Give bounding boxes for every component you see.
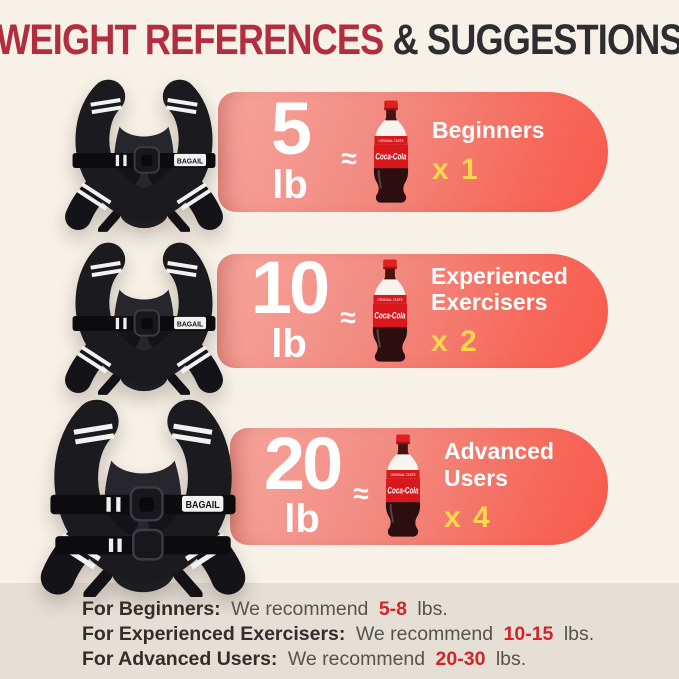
approx-equal-symbol: ≈: [353, 477, 369, 509]
weight-unit: lb: [271, 321, 307, 366]
title-suggestions: & SUGGESTIONS: [392, 16, 679, 64]
audience-line1: Advanced: [444, 438, 554, 465]
audience-label: Advanced Users: [444, 438, 554, 491]
weight-number-block: 10 lb: [245, 246, 333, 366]
weight-row-experienced: 10 lb ≈ Experienced Exercisers x 2: [217, 246, 608, 368]
recommendation-beginners: For Beginners: We recommend 5-8 lbs.: [82, 597, 594, 622]
weight-number-block: 20 lb: [258, 421, 346, 542]
row-info: Experienced Exercisers x 2: [431, 263, 568, 360]
weighted-vest-image-5lb: [50, 70, 238, 234]
audience-label: Beginners: [432, 117, 544, 143]
audience-label: Experienced Exercisers: [431, 263, 568, 316]
weight-unit: lb: [272, 162, 308, 207]
bottom-band: [0, 583, 679, 679]
weight-value: 20: [263, 421, 343, 505]
recommendation-advanced: For Advanced Users: We recommend 20-30 l…: [82, 647, 594, 672]
bottle-multiplier: x 2: [431, 325, 479, 359]
weight-row-beginners: 5 lb ≈ Beginners x 1: [218, 92, 608, 212]
rec-weight-range: 5-8: [378, 598, 407, 620]
rec-bold-label: For Beginners:: [82, 598, 221, 620]
audience-line2: Exercisers: [431, 289, 548, 315]
weight-value: 10: [250, 246, 330, 330]
rec-text: We recommend: [231, 598, 369, 620]
page-title: WEIGHT REFERENCES & SUGGESTIONS: [0, 16, 679, 65]
weight-number-block: 5 lb: [246, 87, 334, 207]
recommendations: For Beginners: We recommend 5-8 lbs. For…: [82, 597, 594, 672]
audience-line2: Users: [444, 464, 508, 491]
row-info: Advanced Users x 4: [444, 438, 554, 535]
row-info: Beginners x 1: [432, 117, 544, 187]
weighted-vest-image-20lb: [16, 390, 270, 597]
bottle-multiplier: x 1: [432, 153, 480, 187]
bottle-multiplier: x 4: [444, 500, 492, 534]
rec-bold-label: For Advanced Users:: [82, 648, 278, 670]
weight-value: 5: [270, 87, 312, 171]
rec-text: We recommend: [287, 648, 426, 670]
cola-bottle-icon: [380, 433, 426, 540]
rec-weight-range: 10-15: [503, 623, 554, 645]
approx-equal-symbol: ≈: [340, 302, 356, 333]
rec-suffix: lbs.: [563, 623, 595, 645]
rec-text: We recommend: [355, 623, 494, 645]
rec-weight-range: 20-30: [435, 648, 486, 670]
audience-line1: Beginners: [432, 116, 545, 143]
weight-row-advanced: 20 lb ≈ Advanced Users x 4: [230, 421, 608, 545]
rec-bold-label: For Experienced Exercisers:: [82, 623, 346, 645]
weight-unit: lb: [284, 497, 320, 542]
rec-suffix: lbs.: [417, 598, 448, 620]
weighted-vest-image-10lb: [50, 232, 238, 398]
audience-line1: Experienced: [431, 262, 568, 289]
cola-bottle-icon: [368, 99, 414, 206]
rec-suffix: lbs.: [495, 648, 527, 670]
approx-equal-symbol: ≈: [341, 143, 357, 174]
recommendation-experienced: For Experienced Exercisers: We recommend…: [82, 622, 594, 647]
title-weight-references: WEIGHT REFERENCES: [0, 16, 384, 64]
cola-bottle-icon: [367, 258, 413, 365]
